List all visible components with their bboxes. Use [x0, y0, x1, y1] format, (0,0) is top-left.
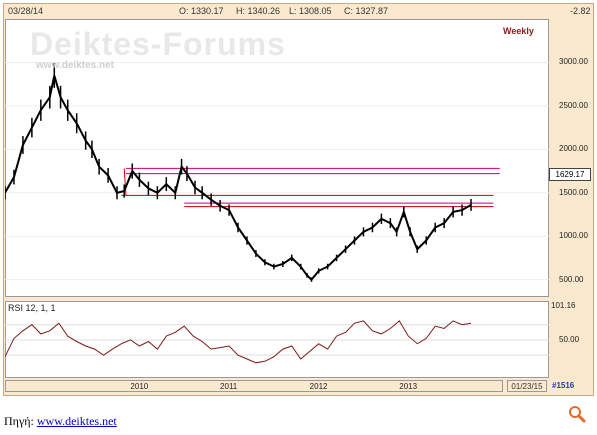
price-tick-label: 3000.00 [559, 57, 588, 67]
price-tick-label: 2000.00 [559, 144, 588, 154]
watermark-title: Deiktes-Forums [30, 26, 286, 62]
price-tick-label: 2500.00 [559, 100, 588, 110]
rsi-tick-label: 50.00 [559, 334, 580, 344]
header-low: L: 1308.05 [289, 6, 332, 16]
rsi-chart [5, 320, 549, 364]
x-tick-label: 2011 [220, 382, 238, 391]
rsi-label: RSI 12, 1, 1 [8, 303, 56, 313]
rsi-max-label: 101.16 [551, 301, 576, 310]
header-high: H: 1340.26 [236, 6, 281, 16]
price-tick-label: 1000.00 [559, 231, 588, 241]
watermark-url: www.deiktes.net [36, 60, 114, 71]
rsi-series [5, 320, 472, 364]
price-tick-label: 1500.00 [559, 187, 588, 197]
timeframe-label: Weekly [503, 26, 534, 36]
price-annotations [121, 167, 500, 208]
price-line [5, 75, 472, 282]
x-tick-label: 2013 [399, 382, 418, 391]
rsi-y-axis: 50.00 [549, 301, 593, 378]
channel-left-edge [123, 168, 127, 196]
price-tick-label: 500.00 [559, 274, 584, 284]
header-change: -2.82 [570, 6, 591, 16]
price-series [5, 63, 472, 282]
x-tick-label: 2012 [309, 382, 328, 391]
source-link[interactable]: www.deiktes.net [36, 414, 117, 428]
header-open: O: 1330.17 [179, 6, 224, 16]
price-gridlines [5, 61, 549, 281]
source-line: Πηγή: www.deiktes.net [4, 414, 117, 429]
header-date: 03/28/14 [8, 6, 44, 16]
bar-count-label: #1516 [552, 381, 575, 390]
zoom-icon[interactable] [568, 405, 586, 423]
ohlc-header: 03/28/14 O: 1330.17 H: 1340.26 L: 1308.0… [4, 4, 593, 19]
rsi-gridlines [5, 324, 549, 356]
rsi-line [5, 320, 472, 364]
source-prefix: Πηγή: [4, 414, 34, 428]
end-date-label: 01/23/15 [507, 380, 547, 392]
x-tick-label: 2010 [130, 382, 149, 391]
price-y-axis: 3000.00 2500.00 2000.00 1500.00 1000.00 500.0… [549, 19, 593, 297]
price-marker: 1629.17 [549, 168, 591, 181]
time-axis: 2010 2011 2012 2013 [5, 380, 503, 392]
price-chart [5, 61, 549, 282]
header-close: C: 1327.87 [344, 6, 389, 16]
